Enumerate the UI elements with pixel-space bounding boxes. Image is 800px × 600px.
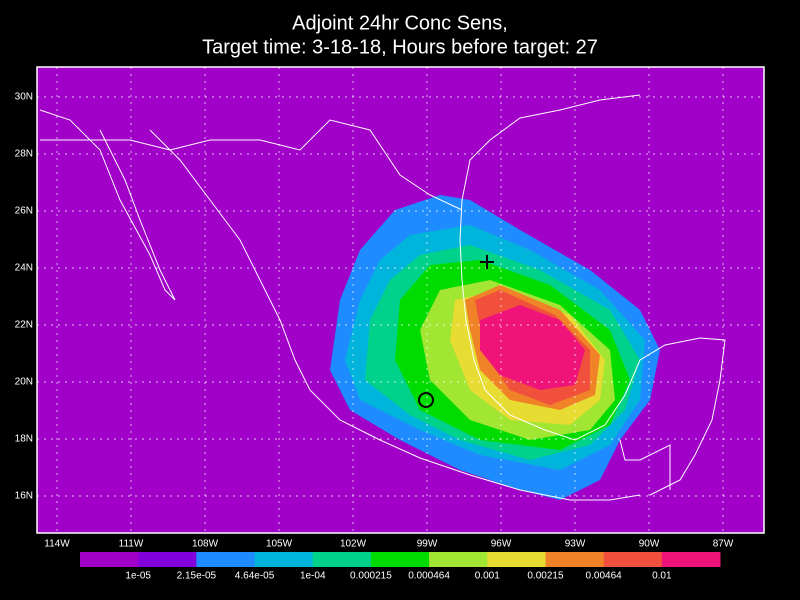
map-frame — [36, 66, 765, 534]
colorbar-label: 0.00215 — [527, 571, 564, 582]
lat-label: 16N — [15, 491, 33, 502]
colorbar-swatch — [603, 552, 663, 567]
lat-label: 26N — [15, 206, 33, 217]
lon-label: 90W — [639, 539, 660, 550]
lon-label: 96W — [491, 539, 512, 550]
colorbar-label: 0.000215 — [350, 571, 392, 582]
source-marker — [418, 392, 434, 408]
colorbar-swatch — [196, 552, 256, 567]
lon-label: 105W — [266, 539, 293, 550]
colorbar-label: 2.15e-05 — [177, 571, 217, 582]
target-marker — [480, 255, 494, 269]
lon-label: 87W — [713, 539, 734, 550]
colorbar-swatch — [545, 552, 605, 567]
colorbar-swatch — [312, 552, 372, 567]
colorbar-label: 0.01 — [652, 571, 672, 582]
lon-label: 93W — [565, 539, 586, 550]
colorbar-label: 0.001 — [475, 571, 500, 582]
colorbar-swatch — [661, 552, 721, 567]
lat-label: 22N — [15, 320, 33, 331]
concentration-field — [330, 195, 660, 500]
coastline — [39, 109, 176, 301]
lon-label: 102W — [340, 539, 367, 550]
colorbar-label: 0.00464 — [586, 571, 623, 582]
border — [40, 119, 463, 211]
lon-label: 111W — [119, 539, 144, 550]
lat-label: 20N — [15, 377, 33, 388]
colorbar-label: 4.64e-05 — [235, 571, 275, 582]
coastline — [149, 129, 641, 501]
graticule — [37, 67, 764, 533]
colorbar-label: 1e-04 — [300, 571, 326, 582]
title-line: Adjoint 24hr Conc Sens, — [292, 12, 508, 34]
colorbar-swatch — [487, 552, 546, 567]
coastline — [459, 94, 726, 496]
lon-label: 114W — [44, 539, 70, 550]
lon-label: 108W — [192, 539, 219, 550]
colorbar-swatch — [138, 552, 197, 567]
colorbar-label: 1e-05 — [125, 571, 151, 582]
border — [619, 439, 671, 490]
colorbar-swatch — [370, 552, 430, 567]
colorbar: 1e-05 2.15e-05 4.64e-05 1e-04 0.000215 0.0004… — [80, 552, 721, 582]
colorbar-swatch — [429, 552, 488, 567]
lat-label: 28N — [15, 149, 33, 160]
contour — [480, 305, 585, 390]
lon-label: 99W — [417, 539, 438, 550]
colorbar-swatch — [254, 552, 314, 567]
coastlines — [39, 94, 726, 501]
lat-label: 30N — [15, 92, 33, 103]
lat-label: 24N — [15, 263, 33, 274]
colorbar-label: 0.000464 — [408, 571, 450, 582]
title-line: Target time: 3-18-18, Hours before targe… — [202, 36, 598, 58]
lat-label: 18N — [15, 434, 33, 445]
colorbar-swatch — [80, 552, 139, 567]
